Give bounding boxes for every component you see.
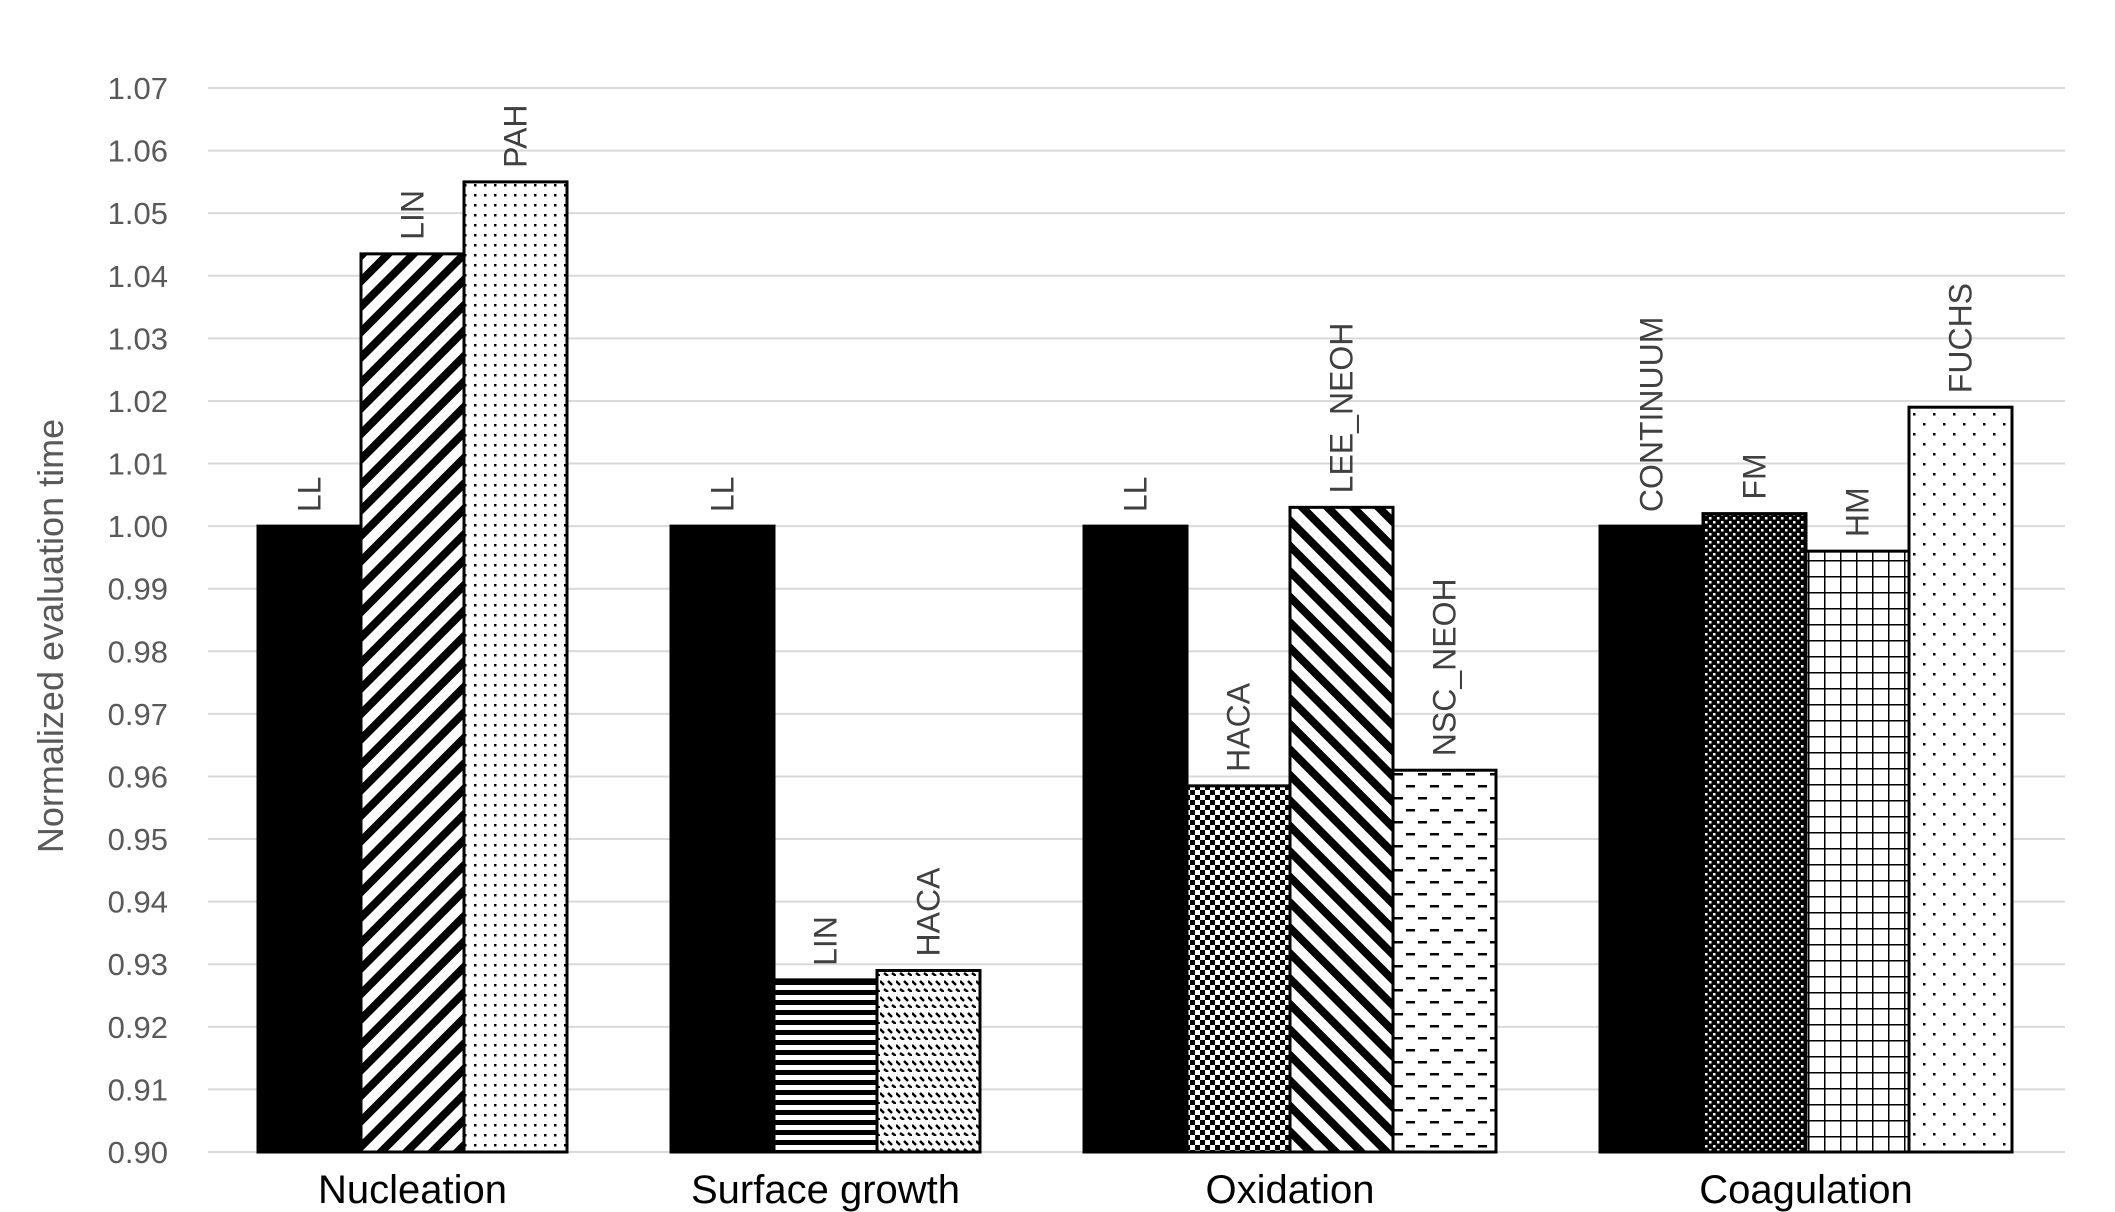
- y-tick-label: 1.01: [108, 447, 168, 482]
- bar-label: LIN: [808, 916, 844, 966]
- y-tick-label: 0.91: [108, 1072, 168, 1107]
- y-tick-label: 0.90: [108, 1135, 168, 1170]
- bar-nucleation-lin: [359, 252, 466, 1154]
- y-tick-label: 1.06: [108, 134, 168, 169]
- bar-oxidation-nsc_neoh: [1391, 768, 1498, 1154]
- bar-label: HM: [1840, 487, 1876, 537]
- y-tick-label: 0.99: [108, 572, 168, 607]
- bar-surface-growth-ll: [669, 524, 776, 1154]
- y-axis-title: Normalized evaluation time: [30, 419, 71, 853]
- bar-coagulation-continuum: [1598, 524, 1705, 1154]
- bar-label: HACA: [1221, 682, 1257, 772]
- bar-label: LIN: [395, 190, 431, 240]
- bar-nucleation-pah: [462, 180, 569, 1154]
- bar-label: LEE_NEOH: [1324, 323, 1360, 494]
- x-category-label: Nucleation: [318, 1168, 507, 1212]
- x-category-label: Surface growth: [691, 1168, 960, 1212]
- y-tick-label: 0.97: [108, 697, 168, 732]
- y-tick-label: 0.92: [108, 1010, 168, 1045]
- bar-coagulation-fm: [1701, 512, 1808, 1154]
- bar-coagulation-hm: [1804, 549, 1911, 1154]
- bar-coagulation-fuchs: [1907, 405, 2014, 1154]
- bar-label: NSC_NEOH: [1427, 578, 1463, 756]
- bar-oxidation-ll: [1082, 524, 1189, 1154]
- x-category-label: Coagulation: [1699, 1168, 1913, 1212]
- bar-surface-growth-haca: [875, 968, 982, 1154]
- bar-oxidation-haca: [1185, 784, 1292, 1154]
- bar-label: FUCHS: [1943, 283, 1979, 393]
- y-tick-label: 1.04: [108, 259, 168, 294]
- y-tick-label: 1.03: [108, 321, 168, 356]
- y-tick-label: 0.94: [108, 885, 168, 920]
- y-tick-label: 0.96: [108, 759, 168, 794]
- bar-oxidation-lee_neoh: [1288, 505, 1395, 1154]
- y-tick-label: 1.02: [108, 384, 168, 419]
- x-category-label: Oxidation: [1206, 1168, 1375, 1212]
- bar-label: LL: [292, 477, 328, 513]
- bar-nucleation-ll: [256, 524, 363, 1154]
- bar-label: LL: [705, 477, 741, 513]
- y-tick-label: 1.00: [108, 509, 168, 544]
- bar-label: PAH: [498, 104, 534, 167]
- y-tick-label: 1.07: [108, 71, 168, 106]
- y-tick-label: 0.98: [108, 634, 168, 669]
- y-tick-label: 0.93: [108, 947, 168, 982]
- y-tick-label: 1.05: [108, 196, 168, 231]
- bar-label: FM: [1737, 453, 1773, 499]
- bar-surface-growth-lin: [772, 978, 879, 1154]
- bar-label: LL: [1118, 477, 1154, 513]
- bar-label: CONTINUUM: [1634, 317, 1670, 513]
- bar-label: HACA: [911, 867, 947, 957]
- y-tick-label: 0.95: [108, 822, 168, 857]
